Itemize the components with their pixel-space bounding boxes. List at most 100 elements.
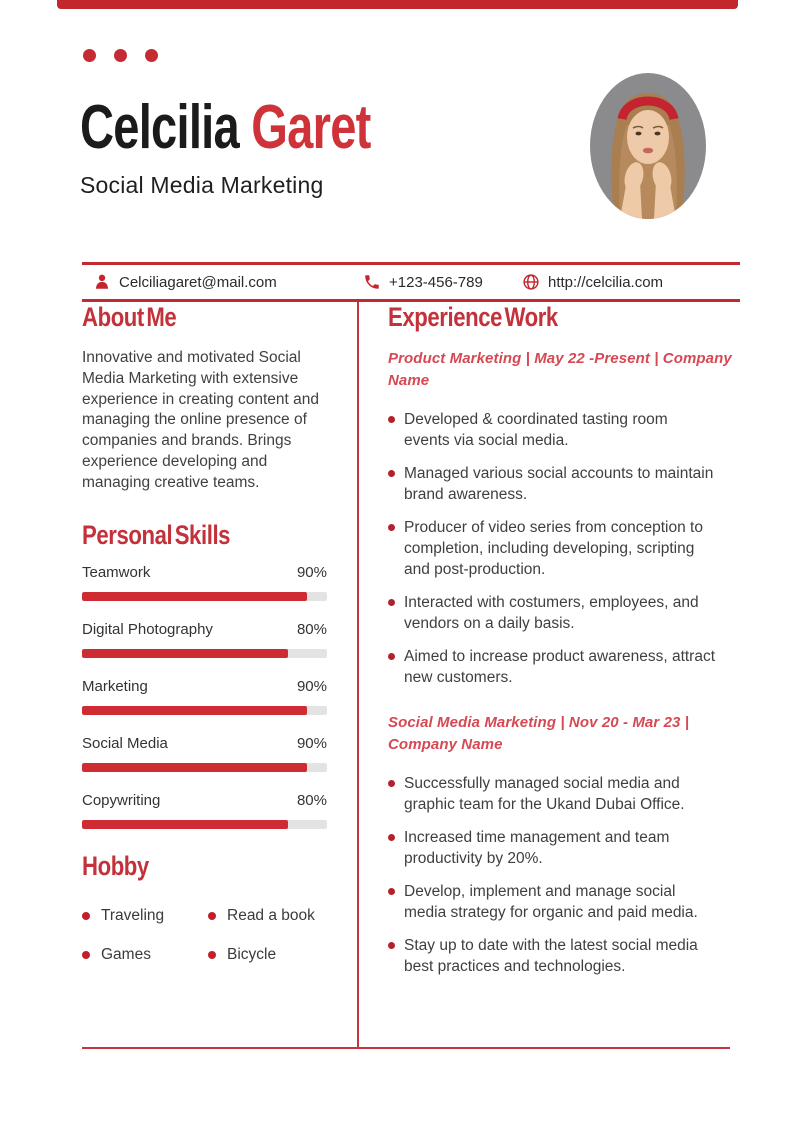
person-icon <box>96 274 108 289</box>
website-text: http://celcilia.com <box>548 273 664 291</box>
bullet-dot-icon <box>388 834 395 841</box>
skill-label: Marketing <box>82 677 148 695</box>
bullet-text: Increased time management and team produ… <box>404 829 670 867</box>
phone-icon <box>365 275 379 289</box>
dot-icon <box>145 49 158 62</box>
job-heading: Social Media Marketing | Nov 20 - Mar 23… <box>388 714 690 753</box>
bottom-divider <box>82 1047 730 1049</box>
bullet-dot-icon <box>388 599 395 606</box>
bullet-item: Developed & coordinated tasting room eve… <box>388 409 733 451</box>
first-name: Celcilia <box>80 93 240 162</box>
skill-percent: 90% <box>296 677 327 695</box>
bullet-dot-icon <box>208 950 216 959</box>
decorative-dots <box>83 49 158 62</box>
bullet-text: Develop, implement and manage social med… <box>404 883 698 921</box>
skill-row: Marketing 90% <box>82 678 327 715</box>
last-name: Garet <box>251 93 371 162</box>
bullet-text: Producer of video series from conception… <box>404 519 703 578</box>
dot-icon <box>83 49 96 62</box>
top-accent-bar <box>57 0 738 9</box>
vertical-divider <box>357 302 359 1047</box>
skill-percent: 80% <box>296 791 327 809</box>
bullet-dot-icon <box>388 942 395 949</box>
skill-percent: 80% <box>296 620 327 638</box>
skill-label: Digital Photography <box>82 620 213 638</box>
skill-bar-fill <box>82 705 308 715</box>
bullet-item: Increased time management and team produ… <box>388 827 733 869</box>
hobby-label: Games <box>101 945 151 963</box>
bullet-text: Managed various social accounts to maint… <box>404 465 714 503</box>
skill-bar-fill <box>82 648 288 658</box>
bullet-text: Successfully managed social media and gr… <box>404 775 685 813</box>
skill-percent: 90% <box>296 563 327 581</box>
job-bullets: Successfully managed social media and gr… <box>388 773 733 977</box>
experience-title: Experience Work <box>388 302 558 332</box>
bullet-dot-icon <box>388 524 395 531</box>
header: Celcilia Garet Social Media Marketing <box>80 96 462 199</box>
skill-row: Digital Photography 80% <box>82 621 327 658</box>
bullet-dot-icon <box>82 950 90 959</box>
bullet-dot-icon <box>388 416 395 423</box>
bullet-item: Interacted with costumers, employees, an… <box>388 592 733 634</box>
hobby-list: Traveling Read a book Games Bicycle <box>82 907 327 964</box>
right-column: Experience Work Product Marketing | May … <box>388 302 733 989</box>
hobby-item: Games <box>82 946 208 964</box>
dot-icon <box>114 49 127 62</box>
skill-bar-track <box>82 648 327 658</box>
bullet-item: Stay up to date with the latest social m… <box>388 935 733 977</box>
left-column: About Me Innovative and motivated Social… <box>82 302 327 964</box>
skill-label: Copywriting <box>82 791 161 809</box>
person-name: Celcilia Garet <box>80 96 371 160</box>
skill-label: Social Media <box>82 734 168 752</box>
bullet-dot-icon <box>388 780 395 787</box>
bullet-text: Developed & coordinated tasting room eve… <box>404 411 668 449</box>
contact-email[interactable]: Celciliagaret@mail.com <box>93 265 277 299</box>
bullet-text: Aimed to increase product awareness, att… <box>404 648 716 686</box>
hobby-label: Bicycle <box>227 945 277 963</box>
skill-row: Teamwork 90% <box>82 564 327 601</box>
hobby-label: Read a book <box>227 906 315 924</box>
contact-bar: Celciliagaret@mail.com +123-456-789 http… <box>82 262 740 302</box>
skill-percent: 90% <box>296 734 327 752</box>
hobby-title: Hobby <box>82 850 149 881</box>
email-text: Celciliagaret@mail.com <box>119 273 277 291</box>
skill-bar-fill <box>82 819 288 829</box>
skill-bar-track <box>82 819 327 829</box>
globe-icon <box>523 274 539 290</box>
bullet-dot-icon <box>388 653 395 660</box>
woman-portrait-illustration <box>590 73 706 219</box>
main-content: About Me Innovative and motivated Social… <box>82 302 740 1047</box>
bullet-item: Producer of video series from conception… <box>388 517 733 580</box>
skill-row: Social Media 90% <box>82 735 327 772</box>
skills-list: Teamwork 90% Digital Photography 80% Mar… <box>82 564 327 829</box>
profile-photo <box>590 73 706 219</box>
about-me-text: Innovative and motivated Social Media Ma… <box>82 349 319 491</box>
bullet-text: Stay up to date with the latest social m… <box>404 937 698 975</box>
job-bullets: Developed & coordinated tasting room eve… <box>388 409 733 688</box>
skill-bar-track <box>82 705 327 715</box>
bullet-item: Develop, implement and manage social med… <box>388 881 733 923</box>
skill-bar-fill <box>82 762 308 772</box>
skill-label: Teamwork <box>82 563 151 581</box>
bullet-item: Aimed to increase product awareness, att… <box>388 646 733 688</box>
phone-text: +123-456-789 <box>389 273 483 291</box>
hobby-item: Bicycle <box>208 946 327 964</box>
hobby-item: Traveling <box>82 907 208 925</box>
hobby-item: Read a book <box>208 907 327 925</box>
job-title: Social Media Marketing <box>80 172 324 198</box>
bullet-text: Interacted with costumers, employees, an… <box>404 594 699 632</box>
contact-phone[interactable]: +123-456-789 <box>363 265 483 299</box>
skill-row: Copywriting 80% <box>82 792 327 829</box>
bullet-dot-icon <box>208 911 216 920</box>
skill-bar-track <box>82 762 327 772</box>
bullet-dot-icon <box>388 888 395 895</box>
bullet-dot-icon <box>388 470 395 477</box>
personal-skills-title: Personal Skills <box>82 519 231 550</box>
skill-bar-track <box>82 591 327 601</box>
about-me-title: About Me <box>82 302 177 332</box>
bullet-item: Managed various social accounts to maint… <box>388 463 733 505</box>
bullet-item: Successfully managed social media and gr… <box>388 773 733 815</box>
contact-website[interactable]: http://celcilia.com <box>522 265 663 299</box>
skill-bar-fill <box>82 591 308 601</box>
